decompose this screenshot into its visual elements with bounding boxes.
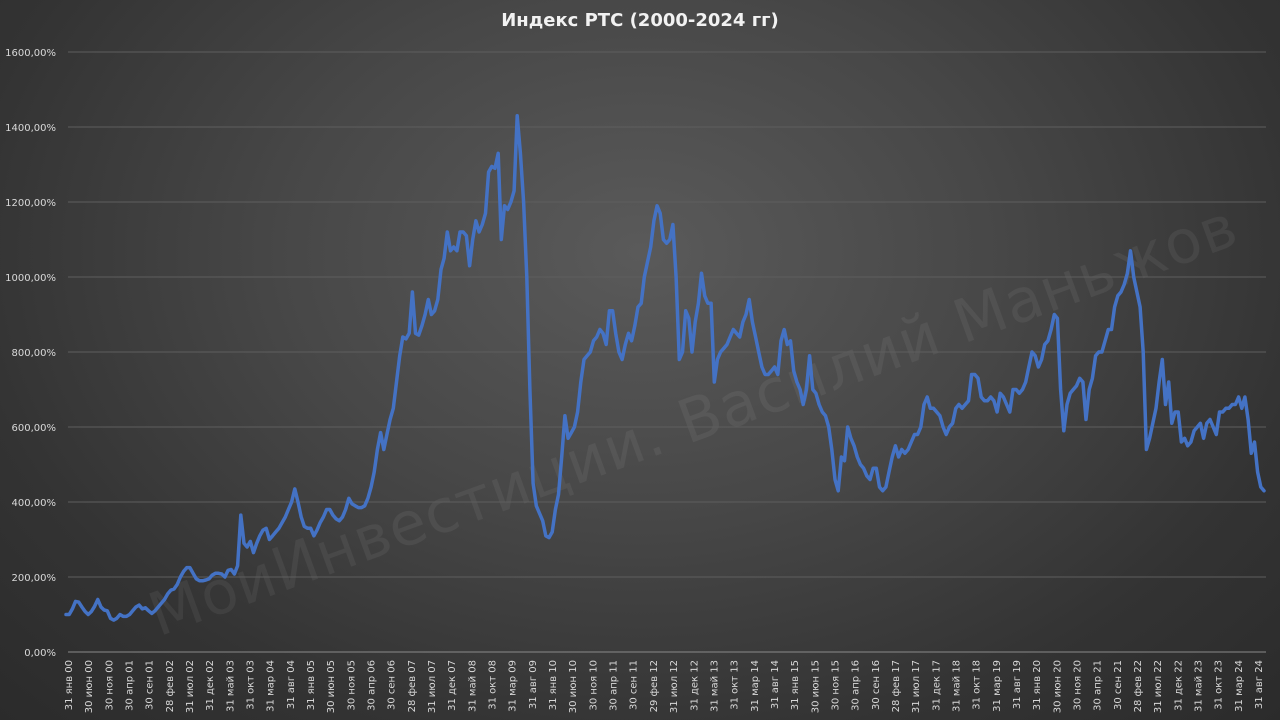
x-tick-label: 30 ноя 00 xyxy=(104,660,115,710)
x-tick-label: 31 май 08 xyxy=(467,660,478,712)
y-tick-label: 1400,00% xyxy=(5,123,56,134)
x-tick-label: 31 авг 19 xyxy=(1012,660,1023,709)
x-tick-label: 28 фев 17 xyxy=(891,660,902,712)
y-tick-label: 1000,00% xyxy=(5,273,56,284)
x-tick-label: 31 окт 18 xyxy=(972,660,983,710)
y-tick-label: 1200,00% xyxy=(5,198,56,209)
x-tick-label: 31 окт 23 xyxy=(1214,660,1225,710)
y-tick-label: 1600,00% xyxy=(5,48,56,59)
x-tick-label: 31 май 03 xyxy=(225,660,236,712)
x-tick-label: 31 авг 24 xyxy=(1254,660,1265,709)
x-tick-label: 31 окт 13 xyxy=(730,660,741,710)
x-tick-label: 30 сен 11 xyxy=(629,660,640,710)
x-tick-label: 28 фев 22 xyxy=(1133,660,1144,712)
x-tick-label: 30 сен 01 xyxy=(145,660,156,710)
x-tick-label: 28 фев 07 xyxy=(407,660,418,712)
x-tick-label: 31 янв 15 xyxy=(790,660,801,710)
x-tick-label: 31 янв 10 xyxy=(548,660,559,710)
x-tick-label: 28 фев 02 xyxy=(165,660,176,712)
x-tick-label: 31 июл 07 xyxy=(427,660,438,713)
x-tick-label: 31 дек 12 xyxy=(689,660,700,711)
x-tick-label: 31 мар 14 xyxy=(750,660,761,712)
x-tick-label: 30 сен 06 xyxy=(387,660,398,710)
x-tick-label: 31 июл 02 xyxy=(185,660,196,713)
x-tick-label: 31 мар 24 xyxy=(1234,660,1245,712)
x-tick-label: 31 май 13 xyxy=(709,660,720,712)
x-tick-label: 31 янв 20 xyxy=(1032,660,1043,710)
x-tick-label: 31 дек 02 xyxy=(205,660,216,711)
x-tick-label: 30 июн 00 xyxy=(84,660,95,713)
x-tick-label: 31 авг 14 xyxy=(770,660,781,709)
x-tick-label: 31 янв 00 xyxy=(64,660,75,710)
y-tick-label: 600,00% xyxy=(12,423,57,434)
x-tick-label: 30 апр 21 xyxy=(1093,660,1104,711)
x-tick-label: 31 окт 08 xyxy=(488,660,499,710)
chart-title: Индекс РТС (2000-2024 гг) xyxy=(501,10,779,31)
x-tick-label: 30 ноя 15 xyxy=(830,660,841,710)
x-tick-label: 31 дек 17 xyxy=(931,660,942,711)
x-tick-label: 30 ноя 05 xyxy=(346,660,357,710)
x-tick-label: 31 июл 22 xyxy=(1153,660,1164,713)
x-tick-label: 31 дек 22 xyxy=(1173,660,1184,711)
x-tick-label: 30 ноя 20 xyxy=(1072,660,1083,710)
y-tick-label: 200,00% xyxy=(12,573,57,584)
y-tick-label: 800,00% xyxy=(12,348,57,359)
x-tick-label: 30 апр 06 xyxy=(367,660,378,711)
x-tick-label: 30 июн 15 xyxy=(810,660,821,713)
x-tick-label: 31 май 23 xyxy=(1193,660,1204,712)
x-tick-label: 30 апр 11 xyxy=(609,660,620,711)
y-tick-label: 400,00% xyxy=(12,498,57,509)
x-tick-label: 31 окт 03 xyxy=(246,660,257,710)
x-tick-label: 30 июн 10 xyxy=(568,660,579,713)
x-tick-label: 30 апр 16 xyxy=(851,660,862,711)
x-tick-label: 29 фев 12 xyxy=(649,660,660,712)
y-tick-label: 0,00% xyxy=(24,648,56,659)
x-tick-label: 30 июн 20 xyxy=(1052,660,1063,713)
x-tick-label: 31 мар 04 xyxy=(266,660,277,712)
x-tick-label: 31 янв 05 xyxy=(306,660,317,710)
x-tick-label: 30 сен 21 xyxy=(1113,660,1124,710)
x-tick-label: 31 авг 09 xyxy=(528,660,539,709)
x-tick-label: 31 июл 17 xyxy=(911,660,922,713)
series-line xyxy=(64,114,1266,622)
x-tick-label: 30 ноя 10 xyxy=(588,660,599,710)
x-tick-label: 31 мар 09 xyxy=(508,660,519,712)
x-tick-label: 31 авг 04 xyxy=(286,660,297,709)
x-tick-label: 31 май 18 xyxy=(951,660,962,712)
x-tick-label: 30 апр 01 xyxy=(125,660,136,711)
x-tick-label: 31 дек 07 xyxy=(447,660,458,711)
x-tick-label: 30 сен 16 xyxy=(871,660,882,710)
x-tick-label: 31 мар 19 xyxy=(992,660,1003,712)
x-tick-label: 31 июл 12 xyxy=(669,660,680,713)
x-tick-label: 30 июн 05 xyxy=(326,660,337,713)
